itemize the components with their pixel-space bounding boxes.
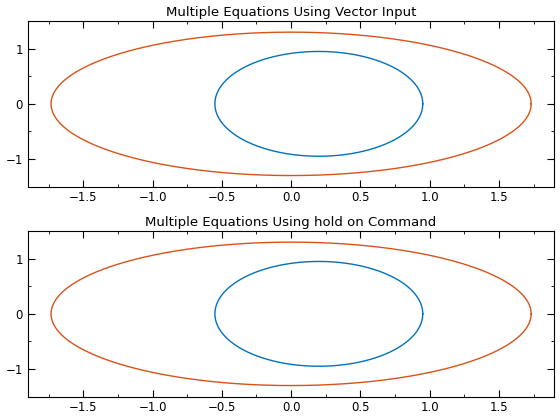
Title: Multiple Equations Using Vector Input: Multiple Equations Using Vector Input	[166, 5, 416, 18]
Title: Multiple Equations Using hold on Command: Multiple Equations Using hold on Command	[146, 215, 437, 228]
